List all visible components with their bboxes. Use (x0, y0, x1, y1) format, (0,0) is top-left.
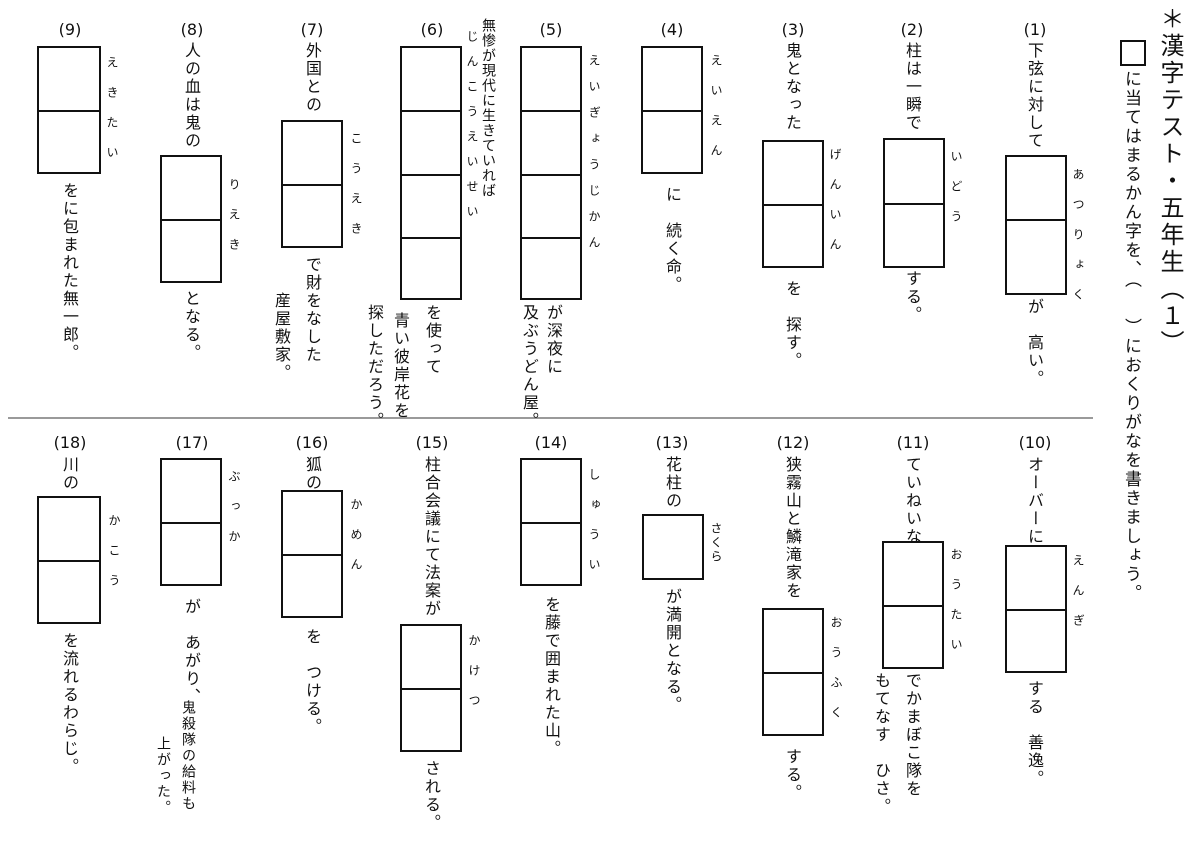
furigana: かめん (349, 498, 363, 588)
question-number: (2) (900, 20, 924, 39)
question-number: (8) (180, 20, 204, 39)
question-before-text: 鬼となった (783, 42, 802, 132)
furigana: かけつ (467, 634, 481, 724)
furigana: おうたい (949, 548, 963, 668)
answer-box[interactable] (37, 46, 101, 174)
answer-box[interactable] (37, 496, 101, 624)
furigana: しゅうい (587, 468, 601, 588)
answer-box[interactable] (520, 46, 582, 300)
question-after-text-3: 上がった。 (155, 736, 171, 816)
furigana: えいぎょうじかん (587, 54, 601, 262)
worksheet-title: ＊漢字テスト・五年生（１） (1156, 6, 1184, 357)
question-after-text: を流れるわらじ。 (60, 632, 79, 776)
question-after-text: する 善逸。 (1025, 680, 1044, 788)
question-number: (15) (415, 433, 449, 452)
furigana: りえき (227, 178, 241, 268)
question-number: (5) (539, 20, 563, 39)
furigana: えんぎ (1071, 554, 1085, 644)
question-number: (18) (53, 433, 87, 452)
question-before-text: オーバーに (1025, 456, 1044, 546)
question-after-text: する。 (783, 748, 802, 802)
question-after-text: となる。 (182, 290, 201, 362)
answer-box[interactable] (762, 140, 824, 268)
furigana: こうえき (349, 132, 363, 252)
question-before-text: 下弦に対して (1025, 42, 1044, 150)
instruction-example-box (1120, 40, 1146, 66)
answer-box[interactable] (1005, 155, 1067, 295)
question-before-text: ていねいな (903, 456, 922, 546)
furigana: あつりょく (1071, 168, 1085, 318)
question-after-text: が深夜に (544, 304, 563, 376)
question-before-text: 狭霧山と鱗滝家を (783, 456, 802, 600)
answer-box[interactable] (762, 608, 824, 736)
question-after-text: を藤で囲まれた山。 (542, 596, 561, 758)
furigana: かこう (107, 514, 121, 604)
question-number: (10) (1018, 433, 1052, 452)
question-after-text-2: 及ぶうどん屋。 (520, 304, 539, 430)
question-number: (17) (175, 433, 209, 452)
furigana: おうふく (829, 616, 843, 736)
instruction-text-2: ）におくりがなを書きましょう。 (1121, 318, 1141, 603)
question-after-text-2: 産屋敷家。 (272, 292, 291, 382)
question-number: (6) (420, 20, 444, 39)
furigana: ぶっか (227, 470, 241, 560)
answer-box[interactable] (642, 514, 704, 580)
question-before-text: 無惨が現代に生きていれば (480, 18, 496, 198)
question-after-text-2: 青い彼岸花を (391, 312, 410, 420)
question-after-text: を使って (423, 304, 442, 376)
furigana: いどう (949, 150, 963, 240)
answer-box[interactable] (882, 541, 944, 669)
question-after-text-2: 鬼殺隊の給料も (180, 700, 196, 812)
question-before-text: 花柱の (663, 456, 682, 510)
answer-box[interactable] (281, 120, 343, 248)
furigana: えきたい (105, 56, 119, 176)
answer-box[interactable] (883, 138, 945, 268)
question-after-text-2: もてなす ひさ。 (872, 672, 891, 816)
answer-box[interactable] (160, 458, 222, 586)
question-after-text: に 続く命。 (663, 186, 682, 294)
question-after-text: をに包まれた無一郎。 (60, 182, 79, 362)
question-after-text: が 高い。 (1025, 298, 1044, 388)
question-before-text: 川の (60, 456, 79, 492)
question-number: (13) (655, 433, 689, 452)
section-divider (8, 417, 1093, 419)
question-number: (14) (534, 433, 568, 452)
question-after-text: で財をなした (303, 256, 322, 364)
question-after-text: を つける。 (303, 628, 322, 736)
question-number: (1) (1023, 20, 1047, 39)
question-before-text: 柱合会議にて法案が (422, 456, 441, 618)
question-after-text: でかまぼこ隊を (903, 672, 922, 798)
furigana: じんこうえいせい (465, 30, 479, 230)
furigana: げんいん (828, 148, 842, 268)
question-number: (9) (58, 20, 82, 39)
question-number: (12) (776, 433, 810, 452)
instruction-text-1: に当てはまるかん字を、（ (1121, 70, 1141, 290)
question-number: (4) (660, 20, 684, 39)
question-number: (16) (295, 433, 329, 452)
question-after-text-3: 探しただろう。 (365, 304, 384, 430)
question-after-text: を 探す。 (783, 280, 802, 370)
answer-box[interactable] (400, 624, 462, 752)
answer-box[interactable] (281, 490, 343, 618)
question-after-text: する。 (903, 270, 922, 324)
answer-box[interactable] (1005, 545, 1067, 673)
question-after-text: される。 (422, 760, 441, 832)
question-before-text: 狐の (303, 456, 322, 492)
furigana: さくら (709, 522, 723, 564)
answer-box[interactable] (400, 46, 462, 300)
question-after-text: が あがり、 (182, 598, 201, 706)
question-before-text: 柱は一瞬で (903, 42, 922, 132)
furigana: えいえん (709, 54, 723, 174)
question-before-text: 外国との (303, 42, 322, 114)
question-number: (3) (781, 20, 805, 39)
answer-box[interactable] (160, 155, 222, 283)
question-number: (11) (896, 433, 930, 452)
question-number: (7) (300, 20, 324, 39)
answer-box[interactable] (641, 46, 703, 174)
answer-box[interactable] (520, 458, 582, 586)
question-before-text: 人の血は鬼の (182, 42, 201, 150)
question-after-text: が満開となる。 (663, 588, 682, 714)
